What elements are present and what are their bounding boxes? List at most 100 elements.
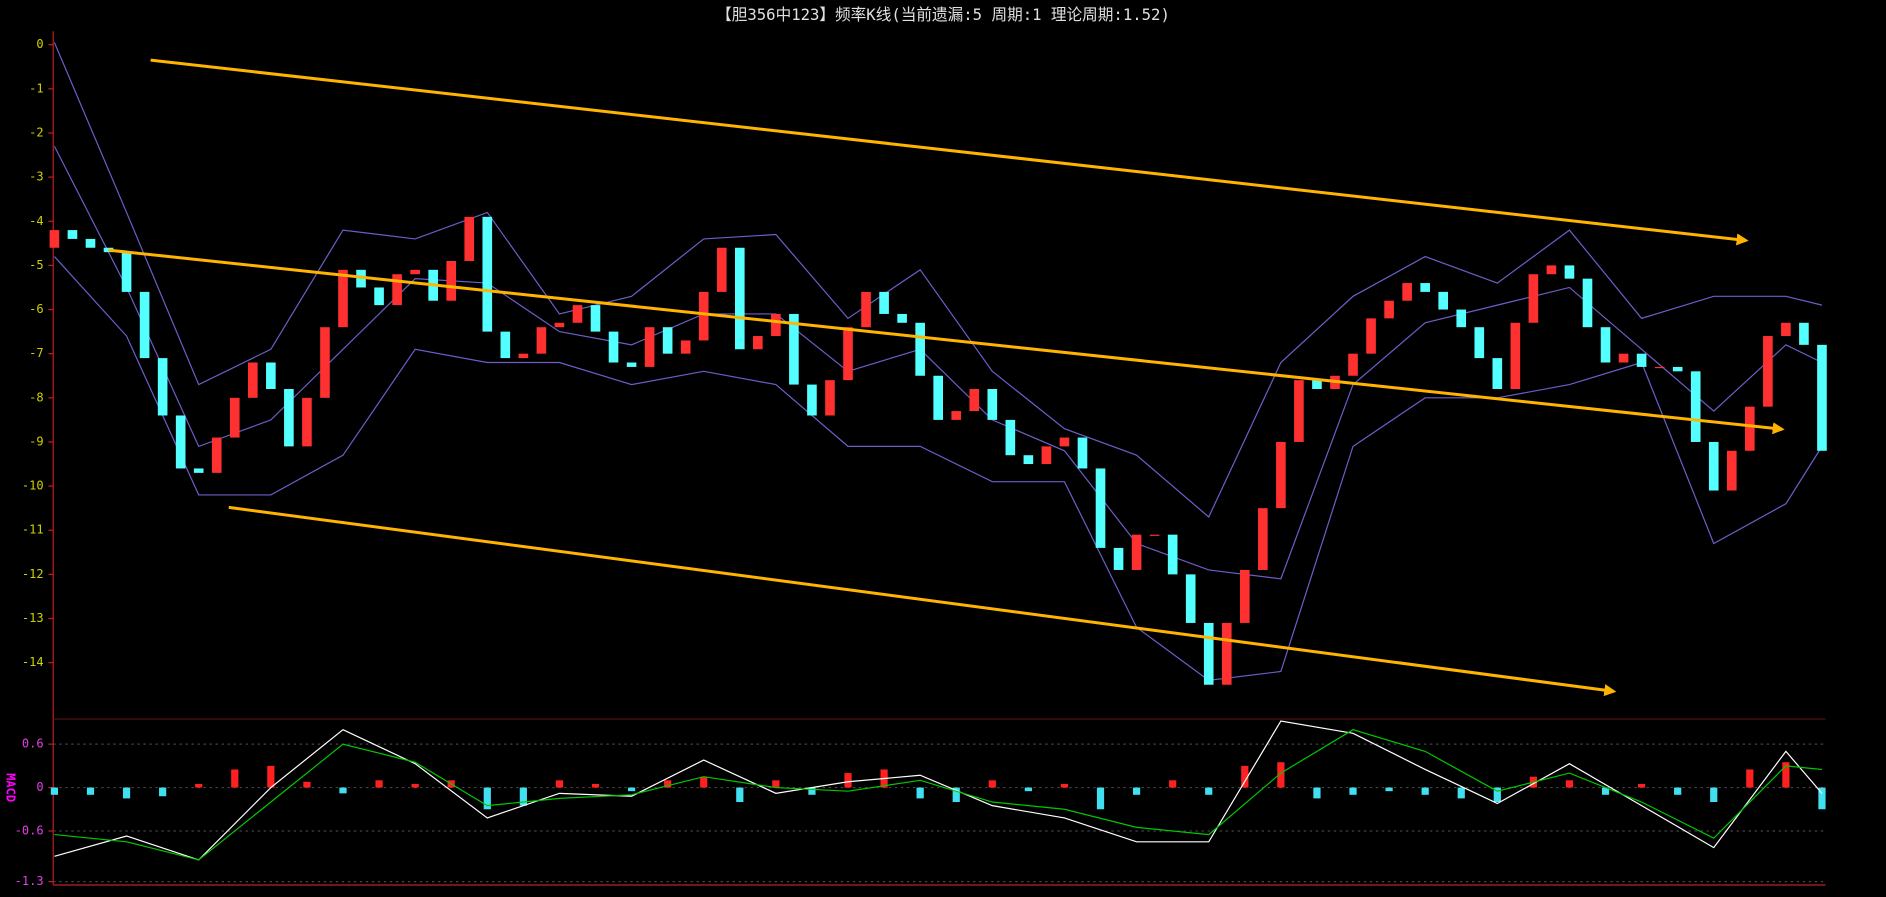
candle [825,380,835,416]
candle [518,353,529,359]
candle [969,388,980,412]
histogram-bar [772,780,780,788]
y-tick-label: -1.3 [15,874,44,888]
line [54,720,1823,861]
histogram-bar [375,780,383,788]
candle [807,384,817,416]
candle [626,362,637,367]
candle [464,216,475,261]
y-tick-label: -13 [22,611,44,625]
candle [1600,327,1611,363]
candle [680,340,691,354]
candle [987,388,998,420]
candle [1564,265,1575,279]
candle [789,313,799,385]
histogram-bar [411,783,419,788]
histogram-bar [1782,762,1790,788]
candle [753,336,763,350]
candle [338,269,348,328]
y-tick-label: -10 [22,479,44,493]
candle [1095,468,1106,548]
candle [266,362,276,389]
candle [103,247,114,253]
histogram-bar [1710,787,1718,803]
candle [1077,437,1088,469]
histogram-bar [1096,787,1105,810]
histogram-bar [664,780,672,788]
candle [662,327,673,354]
histogram-bar [1457,787,1465,799]
histogram-bar [1746,769,1754,788]
histogram-bar [1637,783,1646,788]
histogram-bar [339,787,347,794]
candle [1546,265,1557,275]
candle [139,291,150,359]
plot-area: 0 -1 -2 -3 -4 -5 -6 -7 -8 -9 -10 -11 -12 -13 -14 0.6 0 -0… [15,37,1827,888]
histogram-bar [159,787,167,797]
histogram-bar [303,781,311,788]
candle [1149,534,1160,536]
candle [915,322,925,376]
histogram-bar [50,787,59,795]
candle [392,274,402,306]
trend-arrow [108,248,1785,435]
histogram-bar [1205,787,1213,795]
histogram-bar [1674,787,1682,795]
histogram-bar [1169,780,1177,788]
candle [1059,437,1070,447]
y-tick-label: -4 [29,214,43,228]
candle [554,322,565,328]
histogram-bar [1024,787,1032,792]
candle [410,269,420,275]
candle [951,411,962,420]
y-tick-label: -7 [29,346,43,360]
line [53,145,1823,580]
candle [500,331,511,359]
trend-arrow [150,58,1749,246]
candle [1690,371,1701,442]
histogram-bar [808,787,816,795]
candle [1203,622,1214,685]
candle [1402,283,1412,301]
candle [248,362,258,398]
candle [933,375,943,420]
line [53,42,1823,518]
candle [861,291,871,328]
candle [1492,358,1503,389]
candle [1041,446,1052,465]
y-tick-label: 0.6 [22,737,44,751]
y-tick-label: -8 [29,390,43,404]
candle [1528,274,1539,323]
candle [1384,300,1394,319]
candle [1023,455,1034,465]
y-tick-label: 0 [36,780,43,794]
candle [1456,309,1467,328]
candle [572,305,583,323]
candle [1817,344,1827,451]
candle [1258,508,1268,570]
candle [284,388,294,447]
histogram-bar [1349,787,1357,795]
candle [211,437,222,473]
y-tick-label: -9 [29,434,43,448]
histogram-bar [1565,780,1574,788]
candle [356,269,366,288]
candle [879,291,889,314]
candle [302,397,312,447]
trend-arrow [228,505,1617,697]
candle [1726,450,1737,491]
candle [1366,318,1376,354]
histogram-bar [1132,787,1141,795]
histogram-bar [591,783,600,788]
histogram-bar [916,787,924,799]
histogram-bar [555,780,564,788]
candle [1745,406,1755,451]
histogram-bar [1241,765,1249,788]
candle [229,397,240,438]
histogram-bar [195,783,203,788]
candle [1348,353,1358,376]
candle [897,313,907,323]
candle [1438,291,1449,310]
